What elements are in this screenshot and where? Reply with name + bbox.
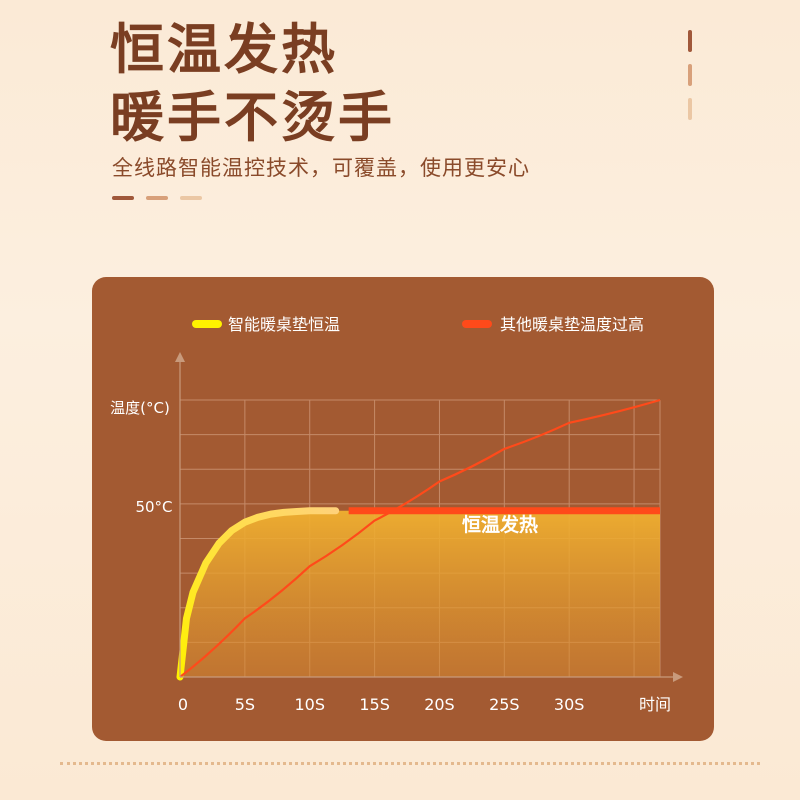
x-axis-arrow (673, 672, 683, 682)
x-tick-label: 10S (294, 695, 325, 714)
x-tick-label: 20S (424, 695, 455, 714)
series-line-smart (176, 507, 340, 681)
decor-dash-vertical (688, 30, 692, 52)
subtitle: 全线路智能温控技术，可覆盖，使用更安心 (112, 156, 530, 180)
y-tick-label: 50°C (135, 498, 172, 516)
decor-dash (180, 196, 202, 200)
y-axis-arrow (175, 352, 185, 362)
series-line-other (179, 398, 661, 678)
legend-label-smart: 智能暖桌垫恒温 (228, 315, 340, 334)
decor-dash-vertical (688, 64, 692, 86)
legend-label-other: 其他暖桌垫温度过高 (500, 315, 644, 334)
y-axis-label: 温度(°C) (110, 399, 170, 417)
smart-series-area (180, 510, 660, 677)
headline-line1: 恒温发热 (110, 18, 338, 81)
x-tick-label: 30S (554, 695, 585, 714)
x-axis-label: 时间 (639, 695, 671, 714)
decor-dash-vertical (688, 98, 692, 120)
x-tick-label: 0 (178, 695, 188, 714)
x-tick-label: 5S (235, 695, 255, 714)
x-tick-label: 15S (359, 695, 390, 714)
legend: 智能暖桌垫恒温 其他暖桌垫温度过高 (192, 315, 644, 334)
annotation-constant-heat: 恒温发热 (462, 513, 538, 536)
decor-dash (146, 196, 168, 200)
bottom-decor (60, 762, 760, 765)
decor-dash (112, 196, 134, 200)
x-tick-label: 25S (489, 695, 520, 714)
headline-line2: 暖手不烫手 (110, 86, 395, 149)
